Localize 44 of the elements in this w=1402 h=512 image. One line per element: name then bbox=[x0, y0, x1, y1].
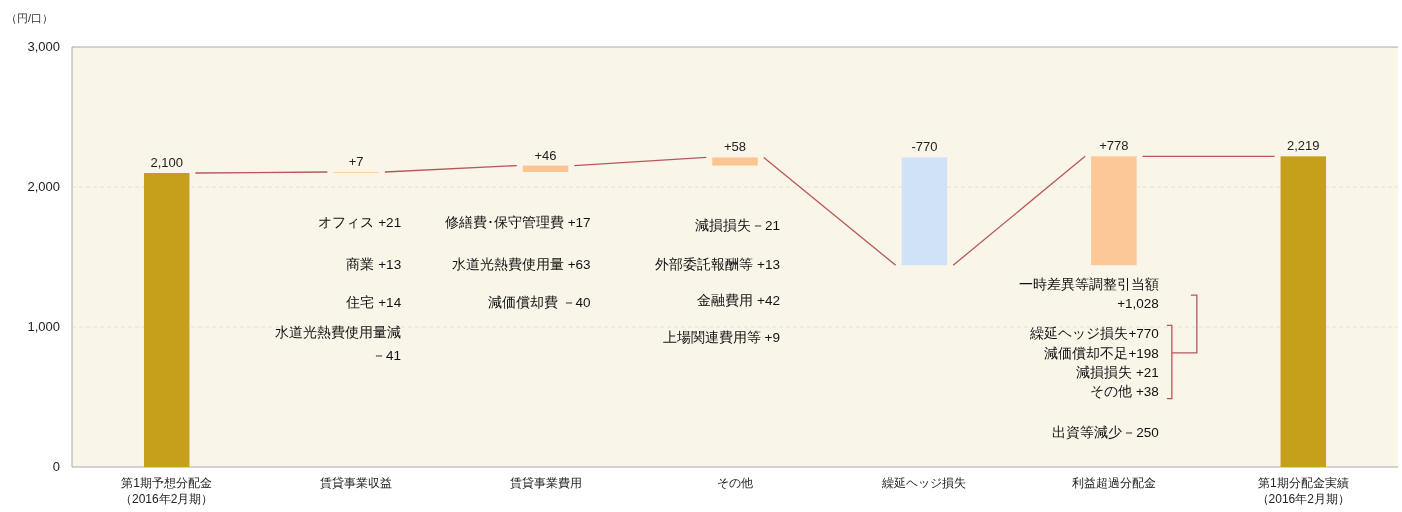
annotation: 修繕費･保守管理費 +17 bbox=[444, 215, 591, 230]
annotation: 一時差異等調整引当額 bbox=[1018, 277, 1159, 293]
annotation: 住宅 +14 bbox=[345, 294, 402, 310]
bar bbox=[712, 157, 758, 166]
annotation: 減損損失－21 bbox=[694, 217, 780, 233]
y-tick-label: 0 bbox=[52, 459, 60, 474]
data-label: +778 bbox=[1099, 138, 1129, 154]
annotation: 減損損失 +21 bbox=[1076, 364, 1159, 380]
y-tick-label: 1,000 bbox=[27, 319, 60, 334]
x-tick-label: 繰延ヘッジ損失 bbox=[881, 476, 967, 490]
annotation: 商業 +13 bbox=[346, 257, 402, 272]
annotation: +1,028 bbox=[1117, 296, 1159, 312]
annotation: 金融費用 +42 bbox=[697, 293, 780, 309]
annotation: 水道光熱費使用量減 bbox=[275, 324, 402, 340]
y-tick-label: 2,000 bbox=[27, 179, 60, 194]
data-label: +58 bbox=[723, 139, 747, 155]
x-tick-label: 第1期分配金実績（2016年2月期） bbox=[1256, 476, 1350, 506]
annotation: 外部委託報酬等 +13 bbox=[655, 257, 780, 272]
annotation: 減価償却費 －40 bbox=[487, 294, 591, 310]
data-label: 2,219 bbox=[1287, 138, 1320, 154]
x-tick-label: 利益超過分配金 bbox=[1071, 476, 1156, 490]
annotation: その他 +38 bbox=[1090, 383, 1159, 399]
annotation: 出資等減少－250 bbox=[1052, 425, 1159, 440]
x-tick-label: 第1期予想分配金（2016年2月期） bbox=[120, 476, 214, 506]
bar bbox=[1280, 156, 1327, 467]
x-tick-label: 賃貸事業費用 bbox=[509, 476, 582, 490]
x-tick-label: 賃貸事業収益 bbox=[320, 476, 393, 490]
annotation: 繰延ヘッジ損失+770 bbox=[1029, 326, 1159, 342]
bar bbox=[901, 157, 948, 266]
data-label: 2,100 bbox=[150, 155, 183, 170]
bar bbox=[1091, 156, 1137, 266]
y-tick-label: 3,000 bbox=[27, 39, 60, 54]
data-label: -770 bbox=[911, 139, 938, 155]
annotation: オフィス +21 bbox=[318, 215, 402, 230]
annotation: －41 bbox=[372, 348, 402, 363]
bar bbox=[522, 165, 569, 173]
annotation: 水道光熱費使用量 +63 bbox=[451, 257, 591, 272]
bar bbox=[143, 173, 190, 467]
annotation: 減価償却不足+198 bbox=[1044, 345, 1159, 361]
data-label: +7 bbox=[348, 154, 364, 170]
annotation: 上場関連費用等 +9 bbox=[662, 329, 780, 345]
data-label: +46 bbox=[534, 147, 557, 163]
x-tick-label: その他 bbox=[717, 476, 753, 490]
y-axis-title: （円/口） bbox=[6, 12, 54, 24]
